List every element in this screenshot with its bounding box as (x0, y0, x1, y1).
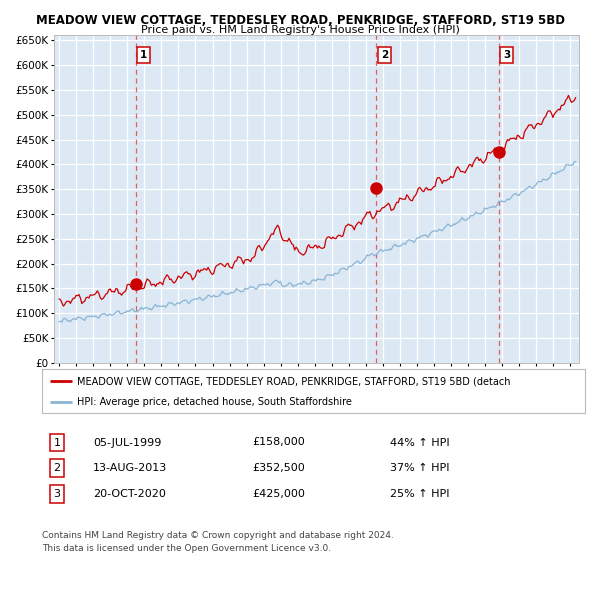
Text: 1: 1 (53, 438, 61, 447)
Text: 37% ↑ HPI: 37% ↑ HPI (390, 463, 449, 473)
Text: £352,500: £352,500 (252, 463, 305, 473)
Text: 3: 3 (503, 50, 511, 60)
Text: MEADOW VIEW COTTAGE, TEDDESLEY ROAD, PENKRIDGE, STAFFORD, ST19 5BD: MEADOW VIEW COTTAGE, TEDDESLEY ROAD, PEN… (35, 14, 565, 27)
Text: £425,000: £425,000 (252, 489, 305, 499)
Text: 3: 3 (53, 489, 61, 499)
Text: 13-AUG-2013: 13-AUG-2013 (93, 463, 167, 473)
Text: £158,000: £158,000 (252, 438, 305, 447)
Text: This data is licensed under the Open Government Licence v3.0.: This data is licensed under the Open Gov… (42, 545, 331, 553)
Text: MEADOW VIEW COTTAGE, TEDDESLEY ROAD, PENKRIDGE, STAFFORD, ST19 5BD (detach: MEADOW VIEW COTTAGE, TEDDESLEY ROAD, PEN… (77, 376, 511, 386)
Text: 25% ↑ HPI: 25% ↑ HPI (390, 489, 449, 499)
Text: 44% ↑ HPI: 44% ↑ HPI (390, 438, 449, 447)
Text: HPI: Average price, detached house, South Staffordshire: HPI: Average price, detached house, Sout… (77, 397, 352, 407)
Text: 1: 1 (140, 50, 148, 60)
Text: 05-JUL-1999: 05-JUL-1999 (93, 438, 161, 447)
Text: 2: 2 (53, 463, 61, 473)
Text: Contains HM Land Registry data © Crown copyright and database right 2024.: Contains HM Land Registry data © Crown c… (42, 531, 394, 540)
Text: 2: 2 (381, 50, 388, 60)
Text: Price paid vs. HM Land Registry's House Price Index (HPI): Price paid vs. HM Land Registry's House … (140, 25, 460, 35)
Text: 20-OCT-2020: 20-OCT-2020 (93, 489, 166, 499)
